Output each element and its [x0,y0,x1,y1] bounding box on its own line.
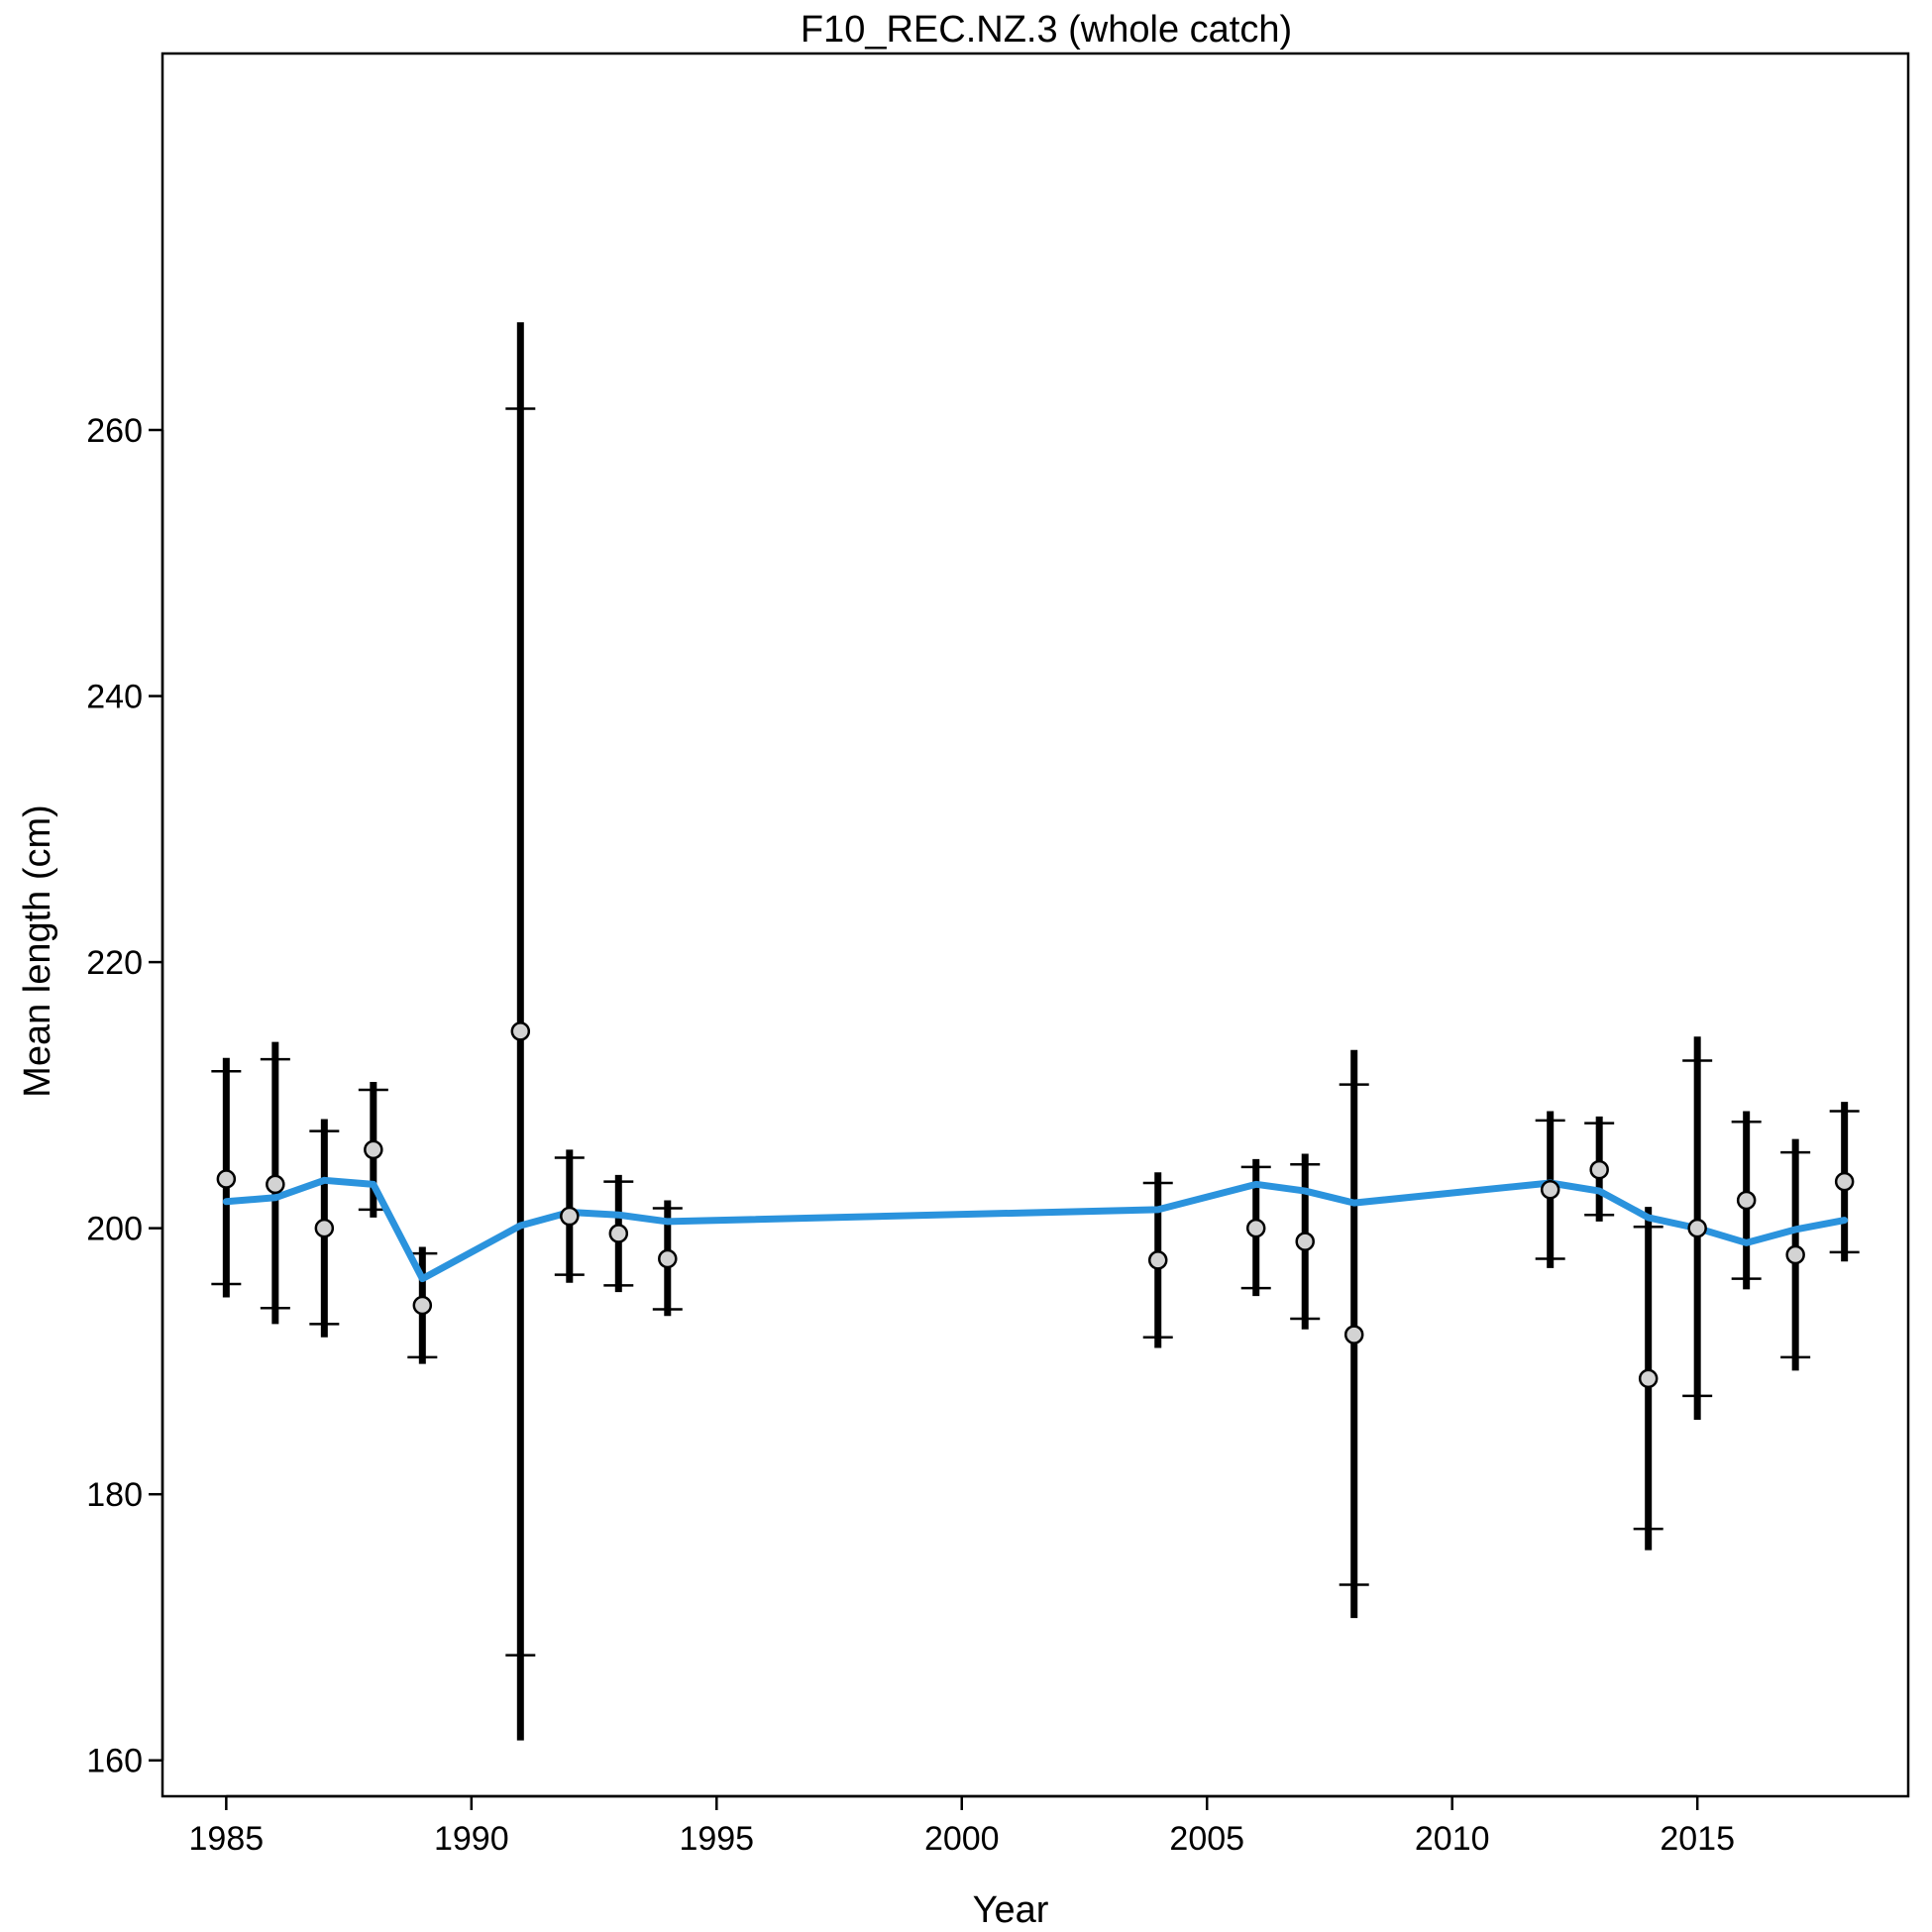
x-axis-title: Year [973,1889,1049,1931]
observed-point [561,1208,578,1225]
observed-point [512,1022,529,1039]
x-tick-label: 1990 [434,1820,509,1858]
x-tick-label: 1995 [679,1820,754,1858]
observed-series [218,1022,1853,1386]
observed-point [1345,1327,1362,1343]
y-tick-label: 240 [86,679,143,716]
y-axis-title: Mean length (cm) [17,805,58,1098]
y-tick-label: 200 [86,1211,143,1248]
observed-point [316,1220,333,1236]
y-tick-label: 160 [86,1743,143,1780]
error-bars [211,322,1859,1740]
x-tick-label: 2015 [1660,1820,1735,1858]
expected-series [226,1180,1844,1278]
chart-title: F10_REC.NZ.3 (whole catch) [801,9,1292,51]
x-tick-label: 2005 [1169,1820,1244,1858]
observed-point [365,1141,381,1158]
observed-point [1640,1370,1657,1387]
x-tick-label: 1985 [189,1820,265,1858]
observed-point [267,1176,283,1193]
x-tick-label: 2000 [924,1820,1000,1858]
observed-point [610,1226,627,1242]
y-tick-label: 260 [86,412,143,450]
observed-point [1689,1220,1706,1236]
observed-point [1836,1173,1853,1190]
y-tick-label: 220 [86,944,143,982]
y-axis: 160 180 200 220 240 260 [86,412,162,1780]
x-tick-label: 2010 [1415,1820,1490,1858]
x-axis: 1985 1990 1995 2000 2005 2010 2015 [189,1796,1735,1858]
expected-line [226,1180,1844,1278]
observed-point [1542,1181,1558,1198]
observed-point [1247,1220,1264,1236]
observed-point [659,1250,676,1267]
observed-point [414,1297,431,1314]
observed-point [1149,1251,1166,1268]
y-tick-label: 180 [86,1476,143,1514]
observed-point [1591,1161,1608,1178]
observed-point [1297,1234,1314,1250]
observed-point [1787,1246,1804,1263]
observed-point [1738,1192,1755,1209]
observed-point [218,1170,235,1187]
